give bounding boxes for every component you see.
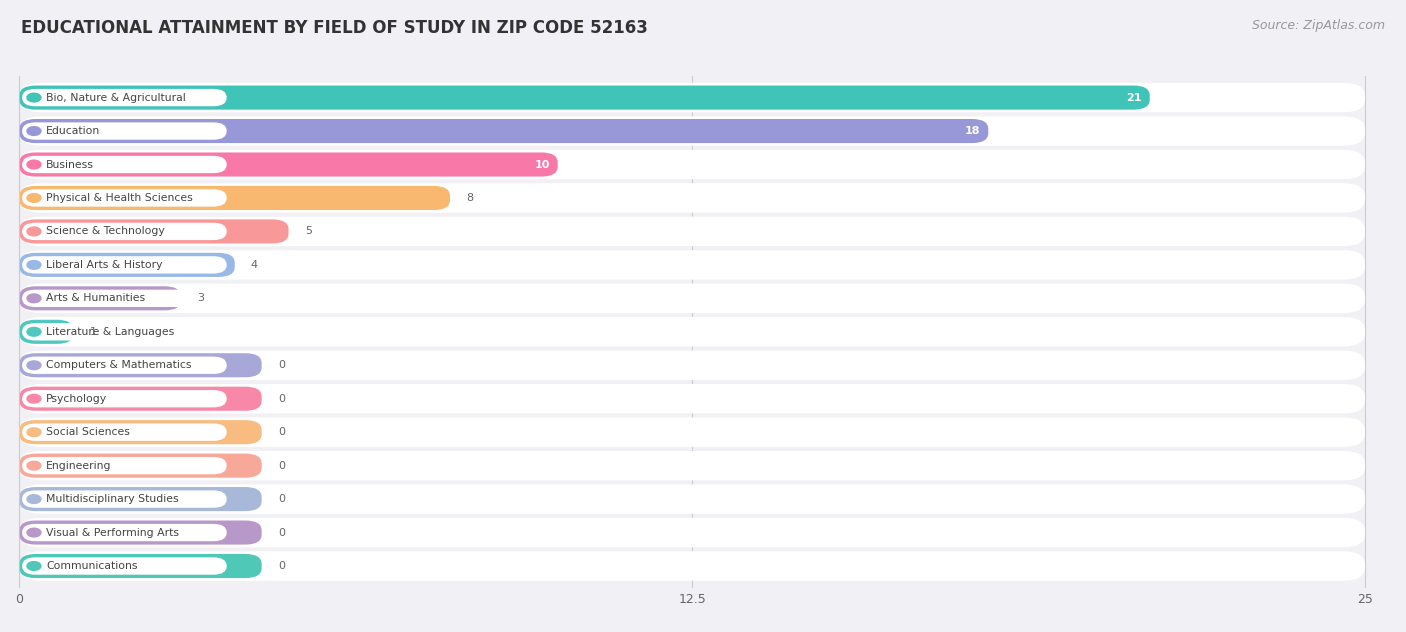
Text: 0: 0	[278, 494, 285, 504]
FancyBboxPatch shape	[20, 418, 1365, 447]
FancyBboxPatch shape	[20, 487, 262, 511]
FancyBboxPatch shape	[22, 557, 226, 574]
FancyBboxPatch shape	[20, 83, 1365, 112]
FancyBboxPatch shape	[22, 222, 226, 240]
Text: Arts & Humanities: Arts & Humanities	[46, 293, 145, 303]
FancyBboxPatch shape	[20, 286, 181, 310]
Circle shape	[27, 126, 41, 135]
Text: 0: 0	[278, 394, 285, 404]
FancyBboxPatch shape	[20, 186, 450, 210]
Text: Education: Education	[46, 126, 101, 136]
Text: Literature & Languages: Literature & Languages	[46, 327, 174, 337]
FancyBboxPatch shape	[20, 150, 1365, 179]
Circle shape	[27, 495, 41, 504]
Text: Science & Technology: Science & Technology	[46, 226, 165, 236]
Text: Bio, Nature & Agricultural: Bio, Nature & Agricultural	[46, 93, 186, 102]
Text: Psychology: Psychology	[46, 394, 107, 404]
Text: EDUCATIONAL ATTAINMENT BY FIELD OF STUDY IN ZIP CODE 52163: EDUCATIONAL ATTAINMENT BY FIELD OF STUDY…	[21, 19, 648, 37]
FancyBboxPatch shape	[22, 323, 226, 341]
FancyBboxPatch shape	[22, 190, 226, 207]
Circle shape	[27, 160, 41, 169]
FancyBboxPatch shape	[20, 217, 1365, 246]
Text: 1: 1	[90, 327, 97, 337]
Circle shape	[27, 528, 41, 537]
Circle shape	[27, 227, 41, 236]
Text: 0: 0	[278, 427, 285, 437]
Circle shape	[27, 260, 41, 269]
Text: Multidisciplinary Studies: Multidisciplinary Studies	[46, 494, 179, 504]
FancyBboxPatch shape	[20, 521, 262, 545]
Circle shape	[27, 361, 41, 370]
FancyBboxPatch shape	[20, 420, 262, 444]
Text: Liberal Arts & History: Liberal Arts & History	[46, 260, 163, 270]
Circle shape	[27, 394, 41, 403]
Circle shape	[27, 562, 41, 570]
Circle shape	[27, 193, 41, 202]
FancyBboxPatch shape	[20, 454, 262, 478]
FancyBboxPatch shape	[22, 256, 226, 274]
Text: Business: Business	[46, 159, 94, 169]
FancyBboxPatch shape	[20, 384, 1365, 413]
Text: 5: 5	[305, 226, 312, 236]
Text: Computers & Mathematics: Computers & Mathematics	[46, 360, 191, 370]
FancyBboxPatch shape	[20, 353, 262, 377]
FancyBboxPatch shape	[20, 85, 1150, 109]
FancyBboxPatch shape	[20, 317, 1365, 346]
Text: 3: 3	[197, 293, 204, 303]
FancyBboxPatch shape	[20, 250, 1365, 279]
FancyBboxPatch shape	[20, 387, 262, 411]
FancyBboxPatch shape	[22, 423, 226, 441]
FancyBboxPatch shape	[22, 356, 226, 374]
FancyBboxPatch shape	[20, 554, 262, 578]
Text: 0: 0	[278, 360, 285, 370]
FancyBboxPatch shape	[20, 119, 988, 143]
Text: 21: 21	[1126, 93, 1142, 102]
Text: Communications: Communications	[46, 561, 138, 571]
FancyBboxPatch shape	[20, 219, 288, 243]
FancyBboxPatch shape	[20, 351, 1365, 380]
Text: Social Sciences: Social Sciences	[46, 427, 131, 437]
FancyBboxPatch shape	[20, 518, 1365, 547]
Text: Visual & Performing Arts: Visual & Performing Arts	[46, 528, 180, 538]
Circle shape	[27, 294, 41, 303]
Text: Physical & Health Sciences: Physical & Health Sciences	[46, 193, 193, 203]
FancyBboxPatch shape	[20, 551, 1365, 581]
Text: 0: 0	[278, 561, 285, 571]
FancyBboxPatch shape	[20, 484, 1365, 514]
FancyBboxPatch shape	[22, 490, 226, 507]
FancyBboxPatch shape	[22, 156, 226, 173]
Text: Engineering: Engineering	[46, 461, 112, 471]
Circle shape	[27, 461, 41, 470]
Circle shape	[27, 94, 41, 102]
FancyBboxPatch shape	[20, 451, 1365, 480]
Text: 10: 10	[534, 159, 550, 169]
FancyBboxPatch shape	[22, 390, 226, 408]
Text: 0: 0	[278, 528, 285, 538]
FancyBboxPatch shape	[20, 152, 558, 176]
FancyBboxPatch shape	[20, 116, 1365, 146]
FancyBboxPatch shape	[22, 524, 226, 541]
Text: 0: 0	[278, 461, 285, 471]
Text: 18: 18	[965, 126, 980, 136]
FancyBboxPatch shape	[20, 284, 1365, 313]
FancyBboxPatch shape	[20, 253, 235, 277]
FancyBboxPatch shape	[20, 183, 1365, 213]
FancyBboxPatch shape	[22, 89, 226, 106]
FancyBboxPatch shape	[22, 457, 226, 474]
FancyBboxPatch shape	[20, 320, 73, 344]
Text: 8: 8	[467, 193, 474, 203]
Text: 4: 4	[250, 260, 259, 270]
Circle shape	[27, 327, 41, 336]
FancyBboxPatch shape	[22, 289, 226, 307]
Circle shape	[27, 428, 41, 437]
FancyBboxPatch shape	[22, 123, 226, 140]
Text: Source: ZipAtlas.com: Source: ZipAtlas.com	[1251, 19, 1385, 32]
